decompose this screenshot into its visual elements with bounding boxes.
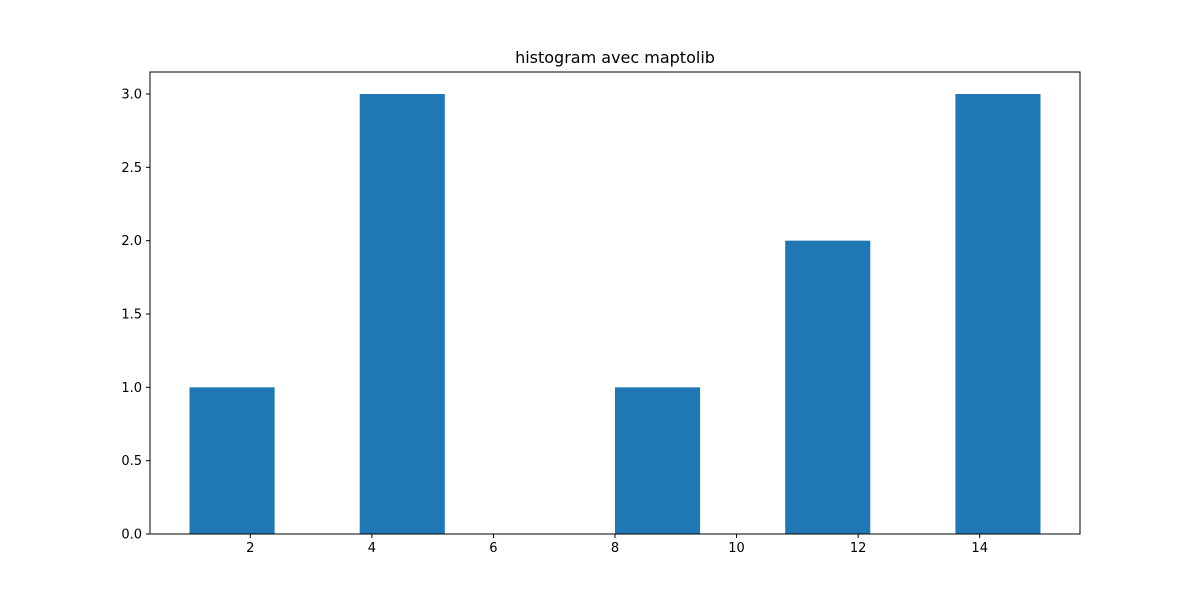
y-tick-label-2: 1.0 xyxy=(121,381,142,396)
x-tick-label-4: 10 xyxy=(728,541,745,556)
y-tick-label-0: 0.0 xyxy=(121,528,142,543)
x-tick-label-3: 8 xyxy=(611,541,619,556)
x-axis-ticks: 2 4 6 8 10 12 14 xyxy=(246,534,988,556)
histogram-bar-1 xyxy=(359,94,445,534)
x-tick-label-0: 2 xyxy=(246,541,254,556)
y-tick-label-6: 3.0 xyxy=(121,88,142,103)
y-tick-label-4: 2.0 xyxy=(121,234,142,249)
histogram-bar-5 xyxy=(785,240,871,534)
y-tick-label-5: 2.5 xyxy=(121,161,142,176)
histogram-bar-3 xyxy=(615,387,701,534)
x-tick-label-6: 14 xyxy=(971,541,988,556)
bars-layer xyxy=(189,94,1041,534)
x-tick-label-2: 6 xyxy=(489,541,497,556)
x-tick-label-1: 4 xyxy=(368,541,376,556)
histogram-bar-6 xyxy=(955,94,1041,534)
chart-title: histogram avec maptolib xyxy=(515,48,715,67)
y-axis-ticks: 0.0 0.5 1.0 1.5 2.0 2.5 3.0 xyxy=(121,88,150,543)
x-tick-label-5: 12 xyxy=(850,541,867,556)
plot-frame xyxy=(149,71,1081,535)
y-tick-label-3: 1.5 xyxy=(121,308,142,323)
histogram-bar-0 xyxy=(189,387,275,534)
y-tick-label-1: 0.5 xyxy=(121,454,142,469)
